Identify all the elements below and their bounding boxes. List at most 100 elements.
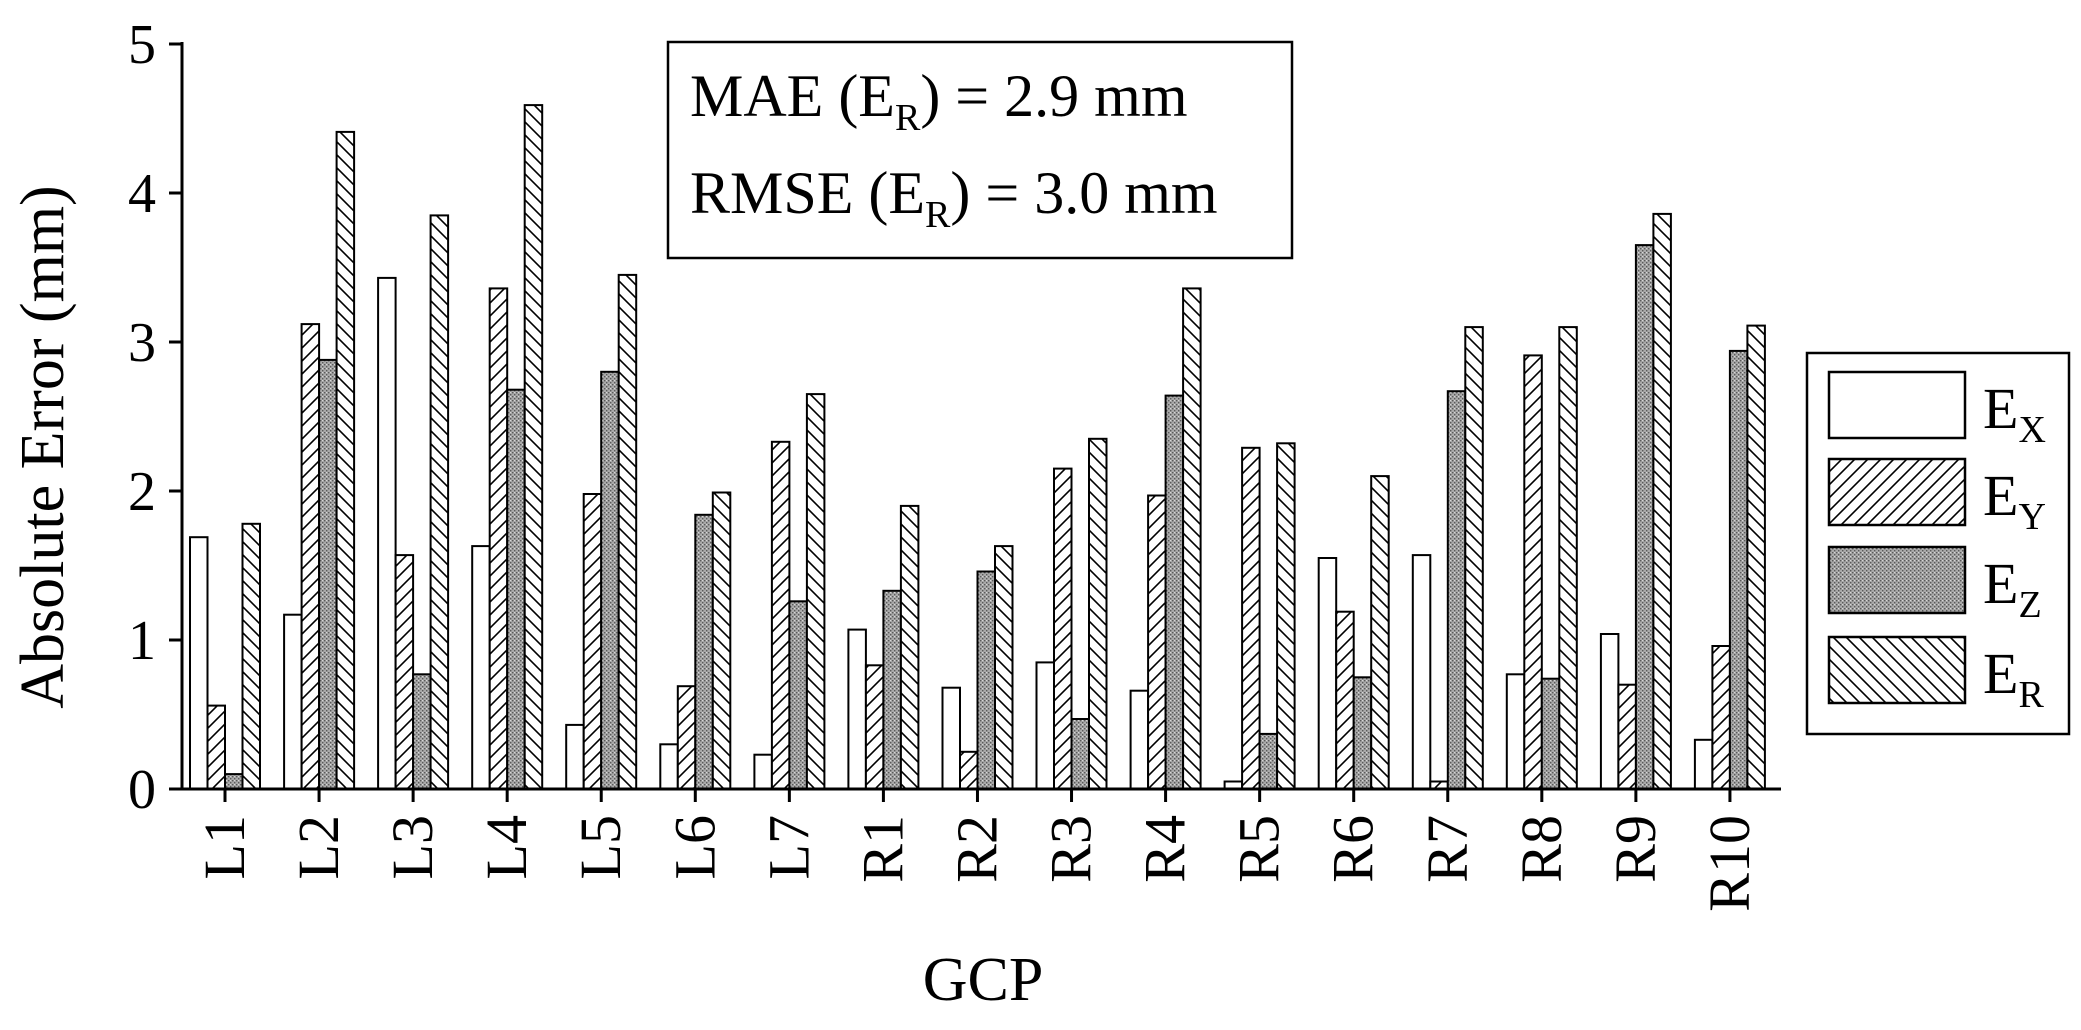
y-tick-label-0: 0 <box>128 759 156 821</box>
bar-l7-ex <box>753 753 773 791</box>
y-tick-label-5: 5 <box>128 14 156 76</box>
legend: EX EY EZ ER <box>1805 351 2071 736</box>
bar-r2-ez <box>976 570 996 790</box>
x-tick-label-r10: R10 <box>1697 815 1762 912</box>
x-tick-label-l4: L4 <box>474 815 539 879</box>
bar-r8-ey <box>1523 354 1543 790</box>
annotation-box <box>666 40 1294 260</box>
x-tick-label-l1: L1 <box>192 815 257 879</box>
legend-swatch-er <box>1827 635 1967 705</box>
bar-l2-ey <box>300 323 321 790</box>
legend-label-er: ER <box>1983 641 2044 716</box>
bar-r3-ez <box>1070 718 1090 790</box>
y-tick-label-2: 2 <box>128 461 156 523</box>
bar-l3-ex <box>377 276 397 790</box>
bar-r8-ez <box>1540 677 1561 791</box>
legend-item-ey: EY <box>1827 457 2046 538</box>
bar-l4-ez <box>506 388 526 790</box>
bar-r6-ex <box>1317 557 1338 790</box>
bar-l5-ey <box>582 493 603 790</box>
bar-r10-ez <box>1728 349 1749 790</box>
bar-l2-ex <box>283 613 303 791</box>
bar-r5-ez <box>1258 732 1279 791</box>
bar-l3-ey <box>394 554 415 790</box>
x-tick-label-l2: L2 <box>286 815 351 879</box>
bar-r2-ex <box>941 686 961 791</box>
bar-r3-ex <box>1035 661 1055 791</box>
bar-r5-er <box>1276 442 1296 790</box>
x-tick-label-r5: R5 <box>1227 815 1292 883</box>
bar-r8-ex <box>1505 673 1526 790</box>
bars-layer <box>189 104 1766 791</box>
bar-l2-er <box>335 130 356 790</box>
mae-annotation: MAE (ER) = 2.9 mm <box>690 63 1188 139</box>
x-tick-label-l6: L6 <box>662 815 727 879</box>
bar-r4-er <box>1182 287 1202 790</box>
bar-r1-er <box>899 504 920 790</box>
bar-l4-ex <box>471 545 491 790</box>
bar-r10-er <box>1746 324 1766 790</box>
bar-r9-ey <box>1617 683 1637 791</box>
bar-r3-er <box>1088 437 1108 790</box>
y-axis-title: Absolute Error (mm) <box>9 185 77 708</box>
bar-r7-ex <box>1411 554 1432 790</box>
legend-swatch-ez <box>1827 545 1967 615</box>
bar-l7-ez <box>788 600 808 790</box>
x-tick-label-r3: R3 <box>1039 815 1104 883</box>
x-tick-label-l7: L7 <box>756 815 821 879</box>
bar-l5-er <box>617 273 638 790</box>
bar-r7-er <box>1464 326 1484 790</box>
legend-swatch-ex <box>1827 370 1967 440</box>
bar-l4-er <box>523 104 544 791</box>
bar-l1-ey <box>206 704 226 790</box>
legend-label-ez: EZ <box>1983 551 2042 626</box>
bar-r9-ex <box>1599 633 1620 790</box>
x-tick-label-r8: R8 <box>1509 815 1574 883</box>
bar-r10-ey <box>1711 645 1731 790</box>
bar-r6-er <box>1370 475 1390 790</box>
x-tick-label-r6: R6 <box>1321 815 1386 883</box>
bar-r3-ey <box>1053 467 1073 790</box>
bar-r4-ex <box>1129 689 1150 791</box>
legend-label-ex: EX <box>1983 376 2046 451</box>
bar-r10-ex <box>1693 738 1714 790</box>
bar-l5-ex <box>565 723 585 791</box>
legend-item-ex: EX <box>1827 370 2046 451</box>
bar-r9-er <box>1652 212 1672 790</box>
x-tick-label-l5: L5 <box>568 815 633 879</box>
bar-l6-ey <box>676 685 697 791</box>
bar-r1-ez <box>882 589 902 790</box>
bar-l1-ex <box>189 536 209 791</box>
bar-r1-ex <box>847 628 867 790</box>
x-tick-label-r4: R4 <box>1133 815 1198 883</box>
y-tick-label-1: 1 <box>128 610 156 672</box>
bar-l1-ez <box>224 773 244 790</box>
legend-label-ey: EY <box>1983 463 2046 538</box>
bar-l5-ez <box>600 370 620 790</box>
x-tick-label-r1: R1 <box>850 815 915 883</box>
legend-item-er: ER <box>1827 635 2044 716</box>
rmse-annotation: RMSE (ER) = 3.0 mm <box>690 160 1218 236</box>
bar-l1-er <box>241 522 261 790</box>
bar-r6-ey <box>1335 610 1355 791</box>
x-tick-label-r2: R2 <box>945 815 1010 883</box>
x-axis-title: GCP <box>923 946 1044 1014</box>
bar-l4-ey <box>488 287 509 790</box>
x-tick-label-r9: R9 <box>1603 815 1668 883</box>
bar-r1-ey <box>864 664 885 790</box>
stats-annotation: MAE (ER) = 2.9 mm RMSE (ER) = 3.0 mm <box>666 40 1294 260</box>
bar-r2-ey <box>959 750 979 791</box>
bar-r4-ey <box>1147 494 1167 790</box>
bar-l3-ez <box>412 673 432 790</box>
x-tick-label-l3: L3 <box>380 815 445 879</box>
bar-l6-er <box>711 491 732 790</box>
bar-r6-ez <box>1352 676 1373 791</box>
y-tick-label-3: 3 <box>128 312 156 374</box>
bar-l6-ez <box>694 513 714 790</box>
legend-item-ez: EZ <box>1827 545 2042 626</box>
bar-l7-ey <box>770 440 791 790</box>
bar-l7-er <box>805 393 826 790</box>
bar-r9-ez <box>1634 244 1655 791</box>
bar-l3-er <box>429 214 450 790</box>
